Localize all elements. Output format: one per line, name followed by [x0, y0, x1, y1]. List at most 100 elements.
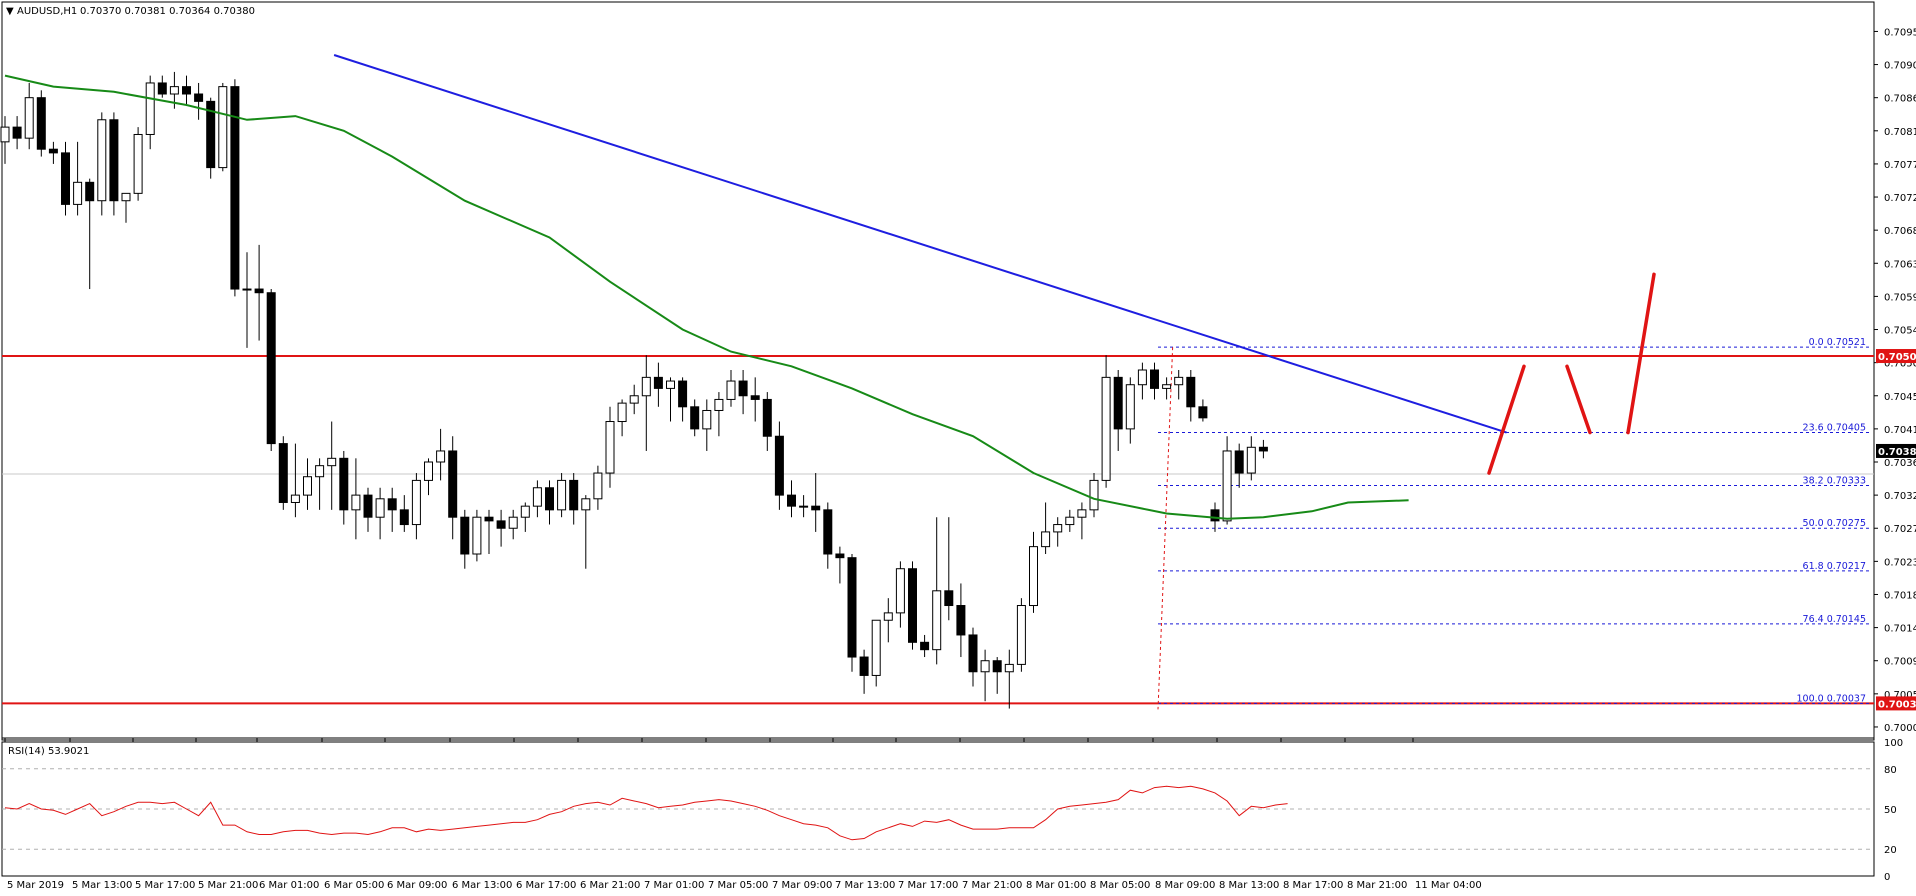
candle-body: [799, 505, 809, 508]
forecast-layer: [1487, 272, 1656, 475]
candle-body: [61, 152, 70, 205]
candle-body: [339, 457, 349, 511]
x-tick-label: 8 Mar 01:00: [1026, 880, 1086, 891]
candle-body: [1016, 605, 1026, 665]
candle-body: [1101, 376, 1111, 481]
candle-body: [375, 498, 385, 518]
candle-layer: [0, 71, 1268, 709]
current-price-tag-bg: [1876, 443, 1916, 458]
candle-body: [690, 406, 700, 430]
chart-symbol-arrow: ▼: [6, 6, 14, 17]
chart-symbol-label: AUDUSD,H1: [17, 6, 77, 17]
candle-body: [508, 516, 518, 529]
candle-body: [1246, 446, 1256, 474]
x-tick-label: 5 Mar 21:00: [198, 880, 258, 891]
candle-body: [1065, 516, 1075, 526]
candle-body: [1234, 450, 1244, 474]
fibonacci-level-label: 38.2 0.70333: [1803, 476, 1866, 487]
indicator-layer: [4, 54, 1507, 520]
candle-body: [581, 498, 591, 511]
rsi-line: [4, 785, 1288, 841]
x-tick-label: 8 Mar 05:00: [1090, 880, 1150, 891]
x-tick-label: 8 Mar 09:00: [1155, 880, 1215, 891]
y-tick-label: 0.70095: [1884, 657, 1916, 668]
x-tick-label: 11 Mar 04:00: [1415, 880, 1482, 891]
candle-body: [835, 553, 845, 559]
y-tick-label: 0.70815: [1884, 127, 1916, 138]
candle-body: [883, 612, 893, 621]
candle-body: [738, 380, 748, 397]
candle-body: [1150, 369, 1159, 389]
candle-body: [762, 398, 772, 437]
candle-body: [12, 126, 22, 139]
candle-body: [254, 288, 264, 294]
candle-body: [218, 86, 228, 169]
y-tick-label: 0.70275: [1884, 524, 1916, 535]
x-tick-label: 8 Mar 17:00: [1283, 880, 1343, 891]
candle-body: [1029, 546, 1038, 607]
x-tick-label: 8 Mar 13:00: [1219, 880, 1279, 891]
rsi-tick-label: 50: [1884, 805, 1897, 816]
x-tick-label: 7 Mar 13:00: [835, 880, 895, 891]
candle-body: [774, 435, 784, 496]
candle-body: [847, 557, 857, 658]
candle-body: [944, 590, 954, 607]
chart-ohlc-label: 0.70370 0.70381 0.70364 0.70380: [80, 6, 255, 17]
rsi-tick-label: 100: [1884, 738, 1903, 749]
y-tick-label: 0.70905: [1884, 61, 1916, 72]
y-tick-label: 0.70455: [1884, 392, 1916, 403]
candle-body: [920, 641, 930, 651]
candle-body: [242, 288, 252, 291]
fibonacci-level-label: 23.6 0.70405: [1803, 423, 1866, 434]
candle-body: [230, 86, 240, 290]
rsi-label: RSI(14) 53.9021: [8, 746, 89, 757]
fibonacci-level-label: 100.0 0.70037: [1796, 693, 1866, 704]
candle-body: [399, 509, 409, 526]
candle-body: [1113, 376, 1123, 430]
rsi-tick-label: 20: [1884, 845, 1897, 856]
x-tick-label: 5 Mar 2019: [7, 880, 64, 891]
x-tick-label: 7 Mar 17:00: [898, 880, 958, 891]
candle-body: [1077, 509, 1087, 518]
candle-body: [448, 450, 458, 518]
candle-body: [278, 443, 288, 503]
forecast-arrow-segment: [1487, 364, 1526, 475]
candle-body: [145, 82, 155, 135]
candle-body: [714, 398, 724, 411]
candle-body: [0, 126, 10, 143]
candle-body: [726, 380, 736, 400]
candle-body: [702, 409, 712, 430]
candle-body: [629, 395, 639, 404]
candle-body: [133, 133, 143, 194]
candle-body: [109, 119, 119, 202]
candle-body: [169, 86, 179, 95]
candle-body: [387, 498, 397, 511]
y-tick-label: 0.70545: [1884, 326, 1916, 337]
y-tick-label: 0.70365: [1884, 458, 1916, 469]
candle-body: [980, 660, 990, 673]
candle-body: [1198, 406, 1208, 419]
candle-body: [85, 181, 95, 202]
y-tick-label: 0.70725: [1884, 193, 1916, 204]
main-panel-frame: [1, 1, 1875, 741]
y-tick-label: 0.70185: [1884, 590, 1916, 601]
resistance-price-tag: 0.70509: [1878, 352, 1916, 363]
candle-body: [1222, 450, 1232, 522]
candle-body: [351, 494, 361, 511]
candle-body: [363, 494, 373, 518]
candle-body: [73, 181, 83, 205]
rsi-tick-label: 0: [1884, 872, 1890, 883]
candle-body: [1053, 524, 1063, 533]
candle-body: [303, 476, 312, 496]
fibonacci-level-label: 0.0 0.70521: [1809, 337, 1866, 348]
y-tick-label: 0.70635: [1884, 259, 1916, 270]
candle-body: [24, 97, 34, 139]
